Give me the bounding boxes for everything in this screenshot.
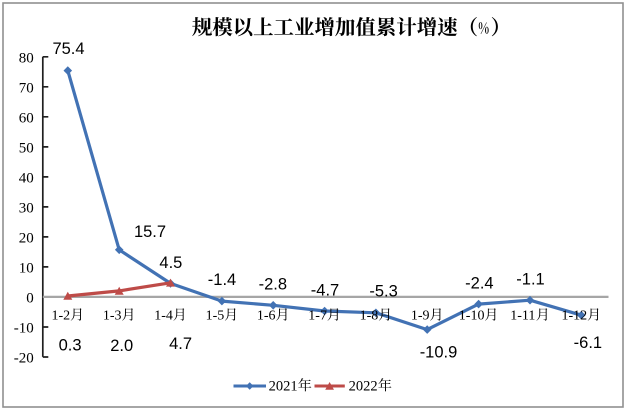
svg-text:-20: -20	[14, 351, 34, 367]
svg-text:1-2: 1-2	[52, 309, 71, 324]
svg-text:0: 0	[26, 290, 34, 306]
svg-text:50: 50	[19, 140, 34, 156]
svg-text:30: 30	[19, 200, 34, 216]
svg-text:60: 60	[19, 110, 34, 126]
svg-text:1-5: 1-5	[206, 309, 225, 324]
svg-text:80: 80	[19, 50, 34, 66]
svg-text:-10.9: -10.9	[420, 343, 458, 361]
svg-text:75.4: 75.4	[52, 40, 84, 58]
svg-text:1-3: 1-3	[103, 309, 122, 324]
svg-text:2.0: 2.0	[110, 337, 133, 355]
svg-text:-6.1: -6.1	[574, 334, 602, 352]
svg-text:1-4: 1-4	[154, 309, 173, 324]
svg-text:1-7: 1-7	[308, 309, 327, 324]
svg-text:-1.1: -1.1	[516, 270, 544, 288]
svg-text:1-12: 1-12	[562, 309, 588, 324]
svg-text:-5.3: -5.3	[369, 282, 397, 300]
svg-text:20: 20	[19, 230, 34, 246]
svg-text:1-10: 1-10	[459, 309, 485, 324]
svg-text:0.3: 0.3	[59, 337, 82, 355]
svg-text:4.7: 4.7	[169, 335, 192, 353]
svg-text:-10: -10	[14, 321, 34, 337]
svg-text:40: 40	[19, 170, 34, 186]
svg-text:15.7: 15.7	[134, 223, 166, 241]
svg-text:70: 70	[19, 80, 34, 96]
svg-text:1-6: 1-6	[257, 309, 276, 324]
svg-text:-2.4: -2.4	[465, 274, 493, 292]
svg-text:2022: 2022	[349, 378, 378, 394]
svg-text:10: 10	[19, 260, 34, 276]
svg-text:1-9: 1-9	[411, 309, 430, 324]
svg-text:-1.4: -1.4	[208, 271, 236, 289]
svg-text:1-11: 1-11	[510, 309, 535, 324]
svg-text:1-8: 1-8	[360, 309, 379, 324]
svg-text:-2.8: -2.8	[259, 275, 287, 293]
svg-text:-4.7: -4.7	[311, 281, 339, 299]
svg-text:2021: 2021	[269, 378, 298, 394]
svg-text:4.5: 4.5	[159, 254, 182, 272]
